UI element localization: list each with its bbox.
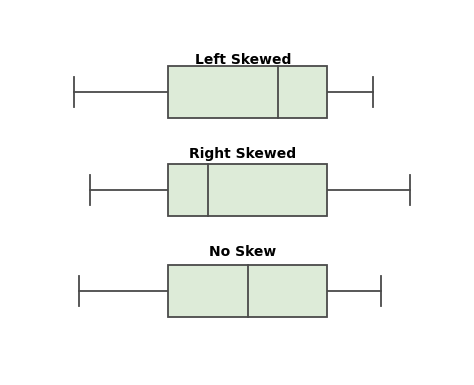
- Text: Right Skewed: Right Skewed: [189, 147, 297, 161]
- Text: Left Skewed: Left Skewed: [195, 52, 291, 67]
- Bar: [168, 164, 328, 216]
- Bar: [168, 265, 328, 317]
- Text: No Skew: No Skew: [210, 245, 276, 259]
- Bar: [168, 66, 328, 118]
